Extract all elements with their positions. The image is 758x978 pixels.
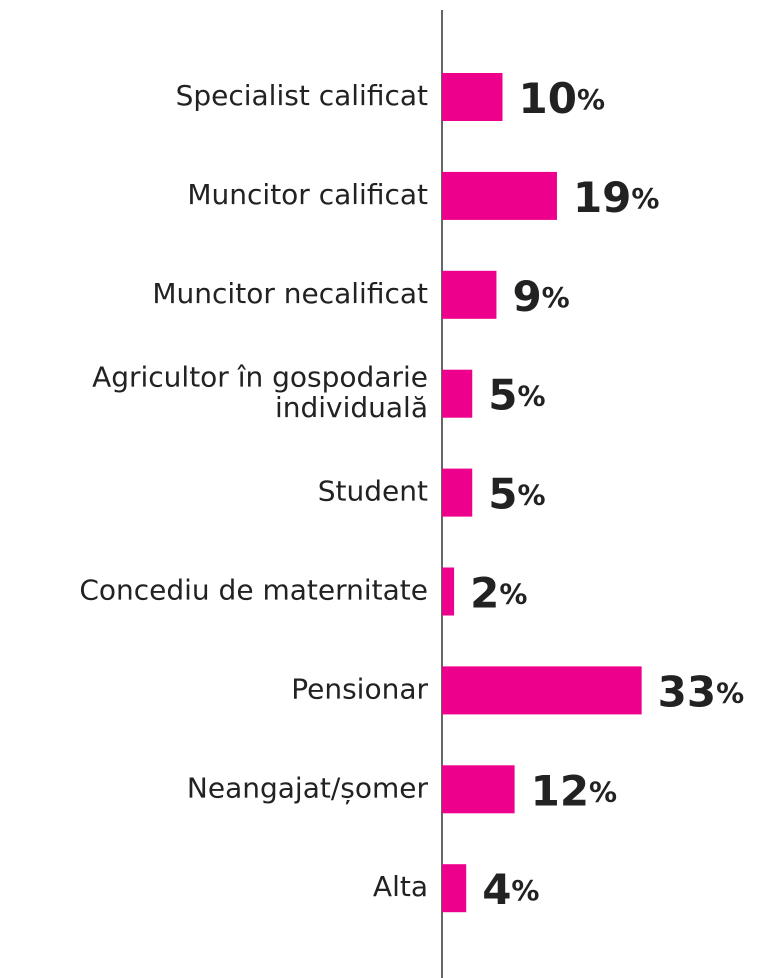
bar — [442, 171, 557, 220]
value-label: 2% — [470, 568, 527, 617]
value-label: 33% — [658, 667, 745, 716]
value-label: 4% — [482, 865, 539, 914]
bar — [442, 468, 473, 517]
category-label: Muncitor necalificat — [152, 277, 428, 310]
category-label: Pensionar — [291, 672, 428, 705]
bar — [442, 567, 455, 616]
value-label: 5% — [488, 469, 545, 518]
value-label: 10% — [519, 74, 606, 123]
category-label: Concediu de maternitate — [79, 574, 428, 607]
value-label: 9% — [512, 271, 569, 320]
category-label: Specialist calificat — [176, 79, 428, 112]
category-label: Neangajat/șomer — [187, 771, 429, 804]
category-label: Student — [318, 475, 428, 508]
bar — [442, 765, 515, 814]
category-label: Agricultor în gospodarie individuală — [92, 360, 428, 424]
bar — [442, 270, 497, 319]
bar — [442, 666, 642, 715]
value-label: 5% — [488, 370, 545, 419]
bar — [442, 864, 467, 913]
bar — [442, 73, 503, 121]
category-label: Muncitor calificat — [187, 178, 428, 211]
value-label: 12% — [531, 766, 618, 815]
category-label: Alta — [373, 870, 428, 903]
bar — [442, 369, 473, 418]
value-label: 19% — [573, 172, 660, 221]
